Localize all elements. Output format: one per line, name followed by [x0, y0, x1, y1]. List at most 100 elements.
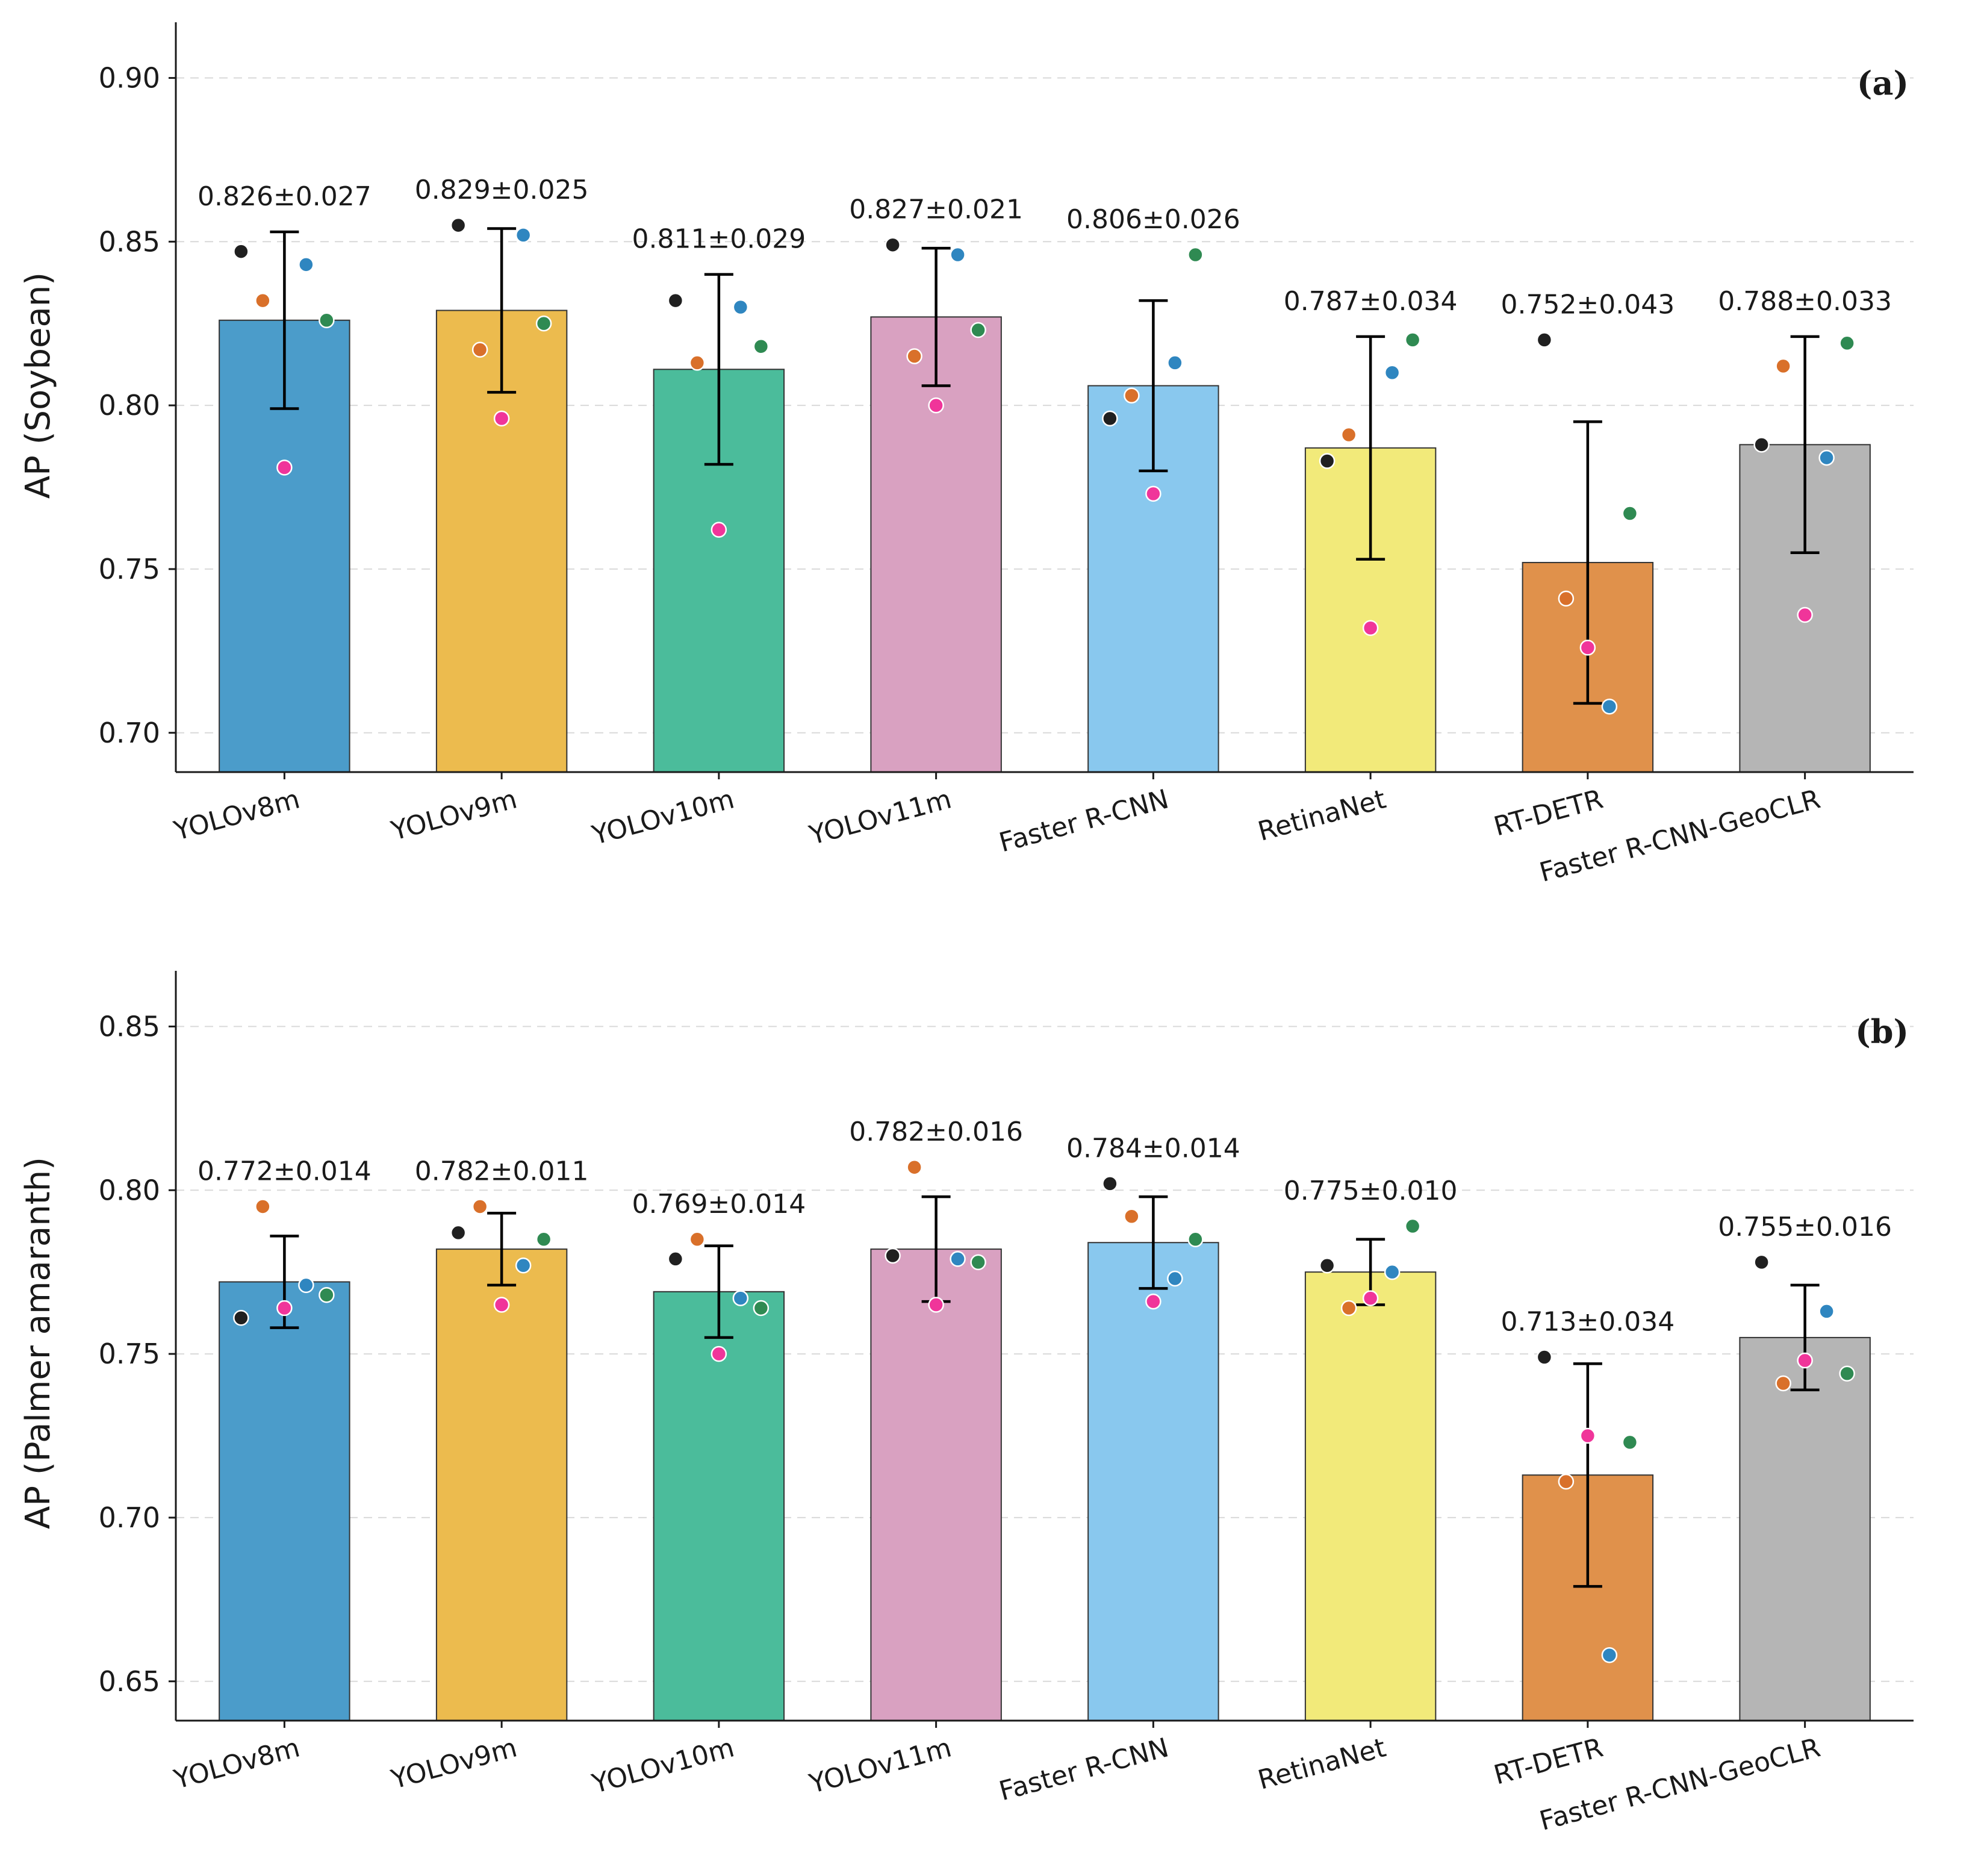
- data-point: [276, 1300, 293, 1317]
- data-point: [319, 1286, 335, 1303]
- data-point: [1319, 453, 1336, 469]
- y-axis-title: AP (Soybean): [19, 272, 58, 499]
- data-point: [1622, 1434, 1638, 1451]
- data-point: [319, 312, 335, 328]
- data-point: [950, 1251, 966, 1267]
- data-point: [233, 1310, 249, 1326]
- x-tick-label: RT-DETR: [1491, 784, 1606, 842]
- data-point: [1102, 410, 1118, 427]
- y-tick-label: 0.75: [99, 553, 160, 585]
- panel-a-soybean: 0.70 0.75 0.80 0.85 0.90 0.826±0.027 YOLOv8m 0.…: [19, 22, 1914, 888]
- data-point: [885, 237, 901, 253]
- data-point: [1319, 1257, 1336, 1274]
- data-point: [1558, 1473, 1575, 1490]
- value-label: 0.787±0.034: [1284, 286, 1458, 317]
- data-point: [1167, 355, 1183, 371]
- x-tick-label: YOLOv8m: [170, 784, 303, 847]
- x-tick-label: YOLOv9m: [388, 1732, 520, 1795]
- y-tick-label: 0.75: [99, 1338, 160, 1370]
- data-point: [689, 355, 706, 371]
- data-point: [1362, 620, 1379, 637]
- value-label: 0.806±0.026: [1066, 204, 1240, 235]
- data-point: [1102, 1176, 1118, 1192]
- data-point: [1753, 1254, 1770, 1271]
- x-tick-label: YOLOv8m: [170, 1732, 303, 1795]
- data-point: [255, 1198, 271, 1215]
- data-point: [732, 1290, 749, 1306]
- data-point: [493, 410, 510, 427]
- value-label: 0.752±0.043: [1500, 289, 1675, 320]
- data-point: [906, 348, 922, 364]
- data-point: [1404, 1218, 1421, 1235]
- data-point: [1839, 1365, 1855, 1382]
- data-point: [450, 1224, 467, 1241]
- data-point: [667, 292, 684, 309]
- data-point: [1775, 1375, 1791, 1392]
- x-tick-label: YOLOv11m: [806, 784, 955, 851]
- bar: [435, 1248, 568, 1721]
- data-point: [233, 243, 249, 260]
- data-point: [515, 227, 532, 243]
- y-tick-label: 0.70: [99, 1501, 160, 1534]
- data-point: [970, 322, 986, 338]
- data-point: [276, 460, 293, 476]
- data-point: [1601, 1647, 1618, 1663]
- data-point: [1579, 1427, 1596, 1444]
- data-point: [515, 1257, 532, 1274]
- data-point: [1187, 246, 1204, 263]
- data-point: [1124, 1208, 1140, 1225]
- value-label: 0.782±0.016: [849, 1117, 1023, 1147]
- data-point: [885, 1247, 901, 1264]
- data-point: [970, 1254, 986, 1271]
- y-tick-label: 0.90: [99, 61, 160, 94]
- bar: [219, 1281, 350, 1721]
- data-point: [1818, 449, 1835, 466]
- x-tick-label: RT-DETR: [1491, 1732, 1606, 1790]
- data-point: [906, 1159, 922, 1176]
- data-point: [1753, 437, 1770, 453]
- data-point: [1797, 606, 1813, 623]
- value-label: 0.827±0.021: [849, 195, 1023, 225]
- value-label: 0.811±0.029: [632, 224, 806, 255]
- data-point: [1124, 387, 1140, 404]
- y-tick-label: 0.80: [99, 1174, 160, 1206]
- bar: [1739, 1336, 1871, 1721]
- x-tick-label: RetinaNet: [1255, 1732, 1389, 1795]
- data-point: [1797, 1352, 1813, 1369]
- data-point: [753, 1300, 770, 1317]
- x-tick-label: Faster R-CNN: [996, 1732, 1172, 1807]
- y-tick-label: 0.65: [99, 1665, 160, 1698]
- x-tick-label: Faster R-CNN: [996, 784, 1172, 858]
- x-tick-label: YOLOv9m: [388, 784, 520, 847]
- data-point: [711, 522, 727, 538]
- data-point: [1384, 364, 1401, 381]
- bar: [1304, 1271, 1437, 1721]
- data-point: [1167, 1270, 1183, 1287]
- data-point: [1145, 485, 1161, 502]
- data-point: [1775, 358, 1791, 375]
- x-tick-label: YOLOv10m: [588, 784, 738, 851]
- y-tick-label: 0.85: [99, 225, 160, 258]
- value-label: 0.713±0.034: [1500, 1307, 1675, 1338]
- panel-label: (b): [1855, 1012, 1909, 1051]
- data-point: [753, 338, 770, 355]
- data-point: [928, 397, 944, 414]
- data-point: [450, 217, 467, 234]
- data-point: [711, 1345, 727, 1362]
- data-point: [493, 1297, 510, 1313]
- data-point: [1579, 640, 1596, 656]
- data-point: [535, 1231, 552, 1248]
- bar: [653, 1291, 785, 1721]
- data-point: [1622, 505, 1638, 522]
- data-point: [1340, 426, 1357, 443]
- data-point: [1362, 1290, 1379, 1306]
- data-point: [667, 1251, 684, 1267]
- value-label: 0.782±0.011: [415, 1156, 589, 1186]
- data-point: [1601, 699, 1618, 715]
- data-point: [1384, 1264, 1401, 1280]
- data-point: [535, 315, 552, 332]
- data-point: [1404, 332, 1421, 348]
- value-label: 0.769±0.014: [632, 1189, 806, 1220]
- data-point: [1536, 1349, 1553, 1365]
